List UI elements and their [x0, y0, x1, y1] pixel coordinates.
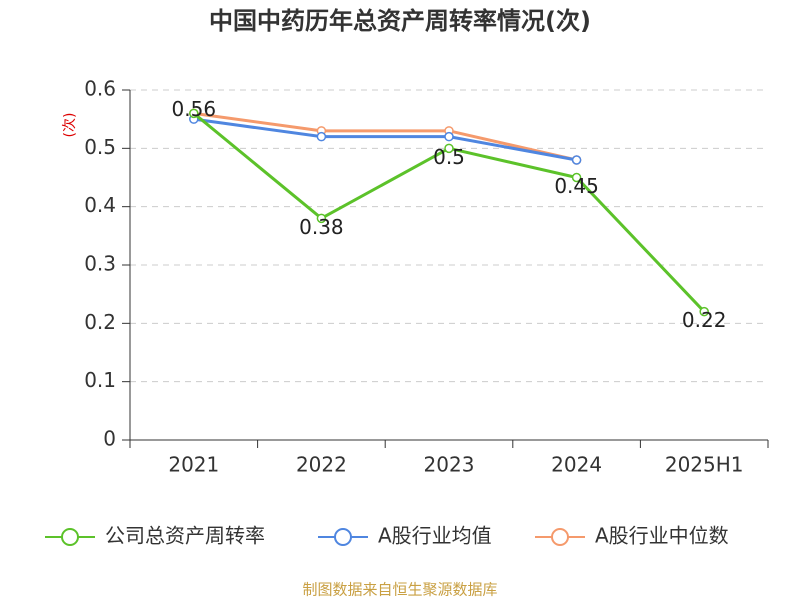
y-tick-label: 0: [103, 427, 116, 451]
data-label: 0.22: [682, 308, 727, 332]
data-point: [699, 306, 709, 317]
data-point: [316, 131, 327, 142]
data-label: 0.45: [554, 174, 599, 198]
y-tick-label: 0.3: [84, 252, 116, 276]
x-tick-label: 2023: [424, 453, 475, 477]
data-point: [316, 213, 327, 224]
y-tick-label: 0.2: [84, 310, 116, 334]
x-tick-label: 2021: [168, 453, 219, 477]
legend-label: A股行业中位数: [595, 524, 729, 548]
legend-label: 公司总资产周转率: [105, 524, 265, 548]
series-line: [193, 117, 577, 162]
x-tick-label: 2025H1: [665, 453, 744, 477]
data-point: [444, 131, 454, 142]
data-point: [444, 143, 454, 154]
legend-label: A股行业均值: [378, 524, 492, 548]
data-point: [571, 172, 582, 183]
legend-marker: [334, 528, 352, 546]
data-label: 0.38: [299, 215, 344, 239]
y-tick-label: 0.1: [84, 368, 116, 392]
x-tick-label: 2024: [551, 453, 602, 477]
legend-marker: [61, 528, 79, 546]
source-note: 制图数据来自恒生聚源数据库: [302, 581, 497, 599]
y-axis-label: (次): [62, 113, 78, 138]
chart-title: 中国中药历年总资产周转率情况(次): [209, 7, 591, 35]
x-tick-label: 2022: [296, 453, 347, 477]
y-tick-label: 0.5: [84, 135, 116, 159]
y-tick-label: 0.6: [84, 77, 116, 101]
data-point: [571, 155, 582, 165]
data-label: 0.5: [433, 145, 465, 169]
data-point: [189, 108, 199, 119]
data-label: 0.56: [172, 97, 217, 121]
y-tick-label: 0.4: [84, 193, 116, 217]
series-line: [193, 111, 577, 162]
legend-marker: [551, 528, 569, 546]
